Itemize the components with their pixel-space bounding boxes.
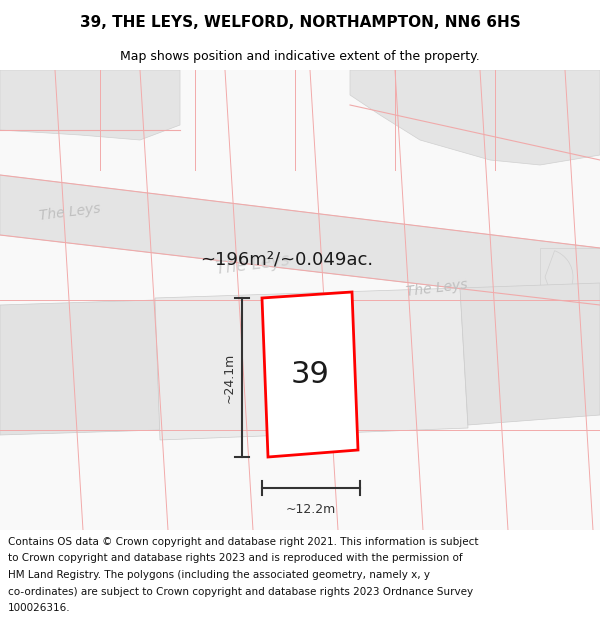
Polygon shape bbox=[460, 283, 600, 425]
Text: 39: 39 bbox=[290, 360, 329, 389]
Text: Contains OS data © Crown copyright and database right 2021. This information is : Contains OS data © Crown copyright and d… bbox=[8, 537, 478, 547]
Text: Map shows position and indicative extent of the property.: Map shows position and indicative extent… bbox=[120, 51, 480, 63]
Text: to Crown copyright and database rights 2023 and is reproduced with the permissio: to Crown copyright and database rights 2… bbox=[8, 553, 463, 563]
Polygon shape bbox=[0, 300, 160, 435]
Wedge shape bbox=[545, 251, 573, 303]
Text: ~12.2m: ~12.2m bbox=[286, 503, 336, 516]
Text: The Leys: The Leys bbox=[215, 251, 291, 279]
Polygon shape bbox=[540, 248, 600, 305]
Text: 100026316.: 100026316. bbox=[8, 603, 70, 613]
Text: HM Land Registry. The polygons (including the associated geometry, namely x, y: HM Land Registry. The polygons (includin… bbox=[8, 570, 430, 580]
Polygon shape bbox=[0, 175, 600, 305]
Text: The Leys: The Leys bbox=[38, 201, 101, 222]
Polygon shape bbox=[155, 288, 468, 440]
Text: The Leys: The Leys bbox=[405, 278, 468, 299]
Text: ~24.1m: ~24.1m bbox=[223, 352, 235, 402]
Polygon shape bbox=[262, 292, 358, 457]
Polygon shape bbox=[0, 70, 180, 140]
Text: 39, THE LEYS, WELFORD, NORTHAMPTON, NN6 6HS: 39, THE LEYS, WELFORD, NORTHAMPTON, NN6 … bbox=[80, 16, 520, 31]
Text: co-ordinates) are subject to Crown copyright and database rights 2023 Ordnance S: co-ordinates) are subject to Crown copyr… bbox=[8, 586, 473, 596]
Text: ~196m²/~0.049ac.: ~196m²/~0.049ac. bbox=[200, 251, 373, 269]
Polygon shape bbox=[350, 70, 600, 165]
